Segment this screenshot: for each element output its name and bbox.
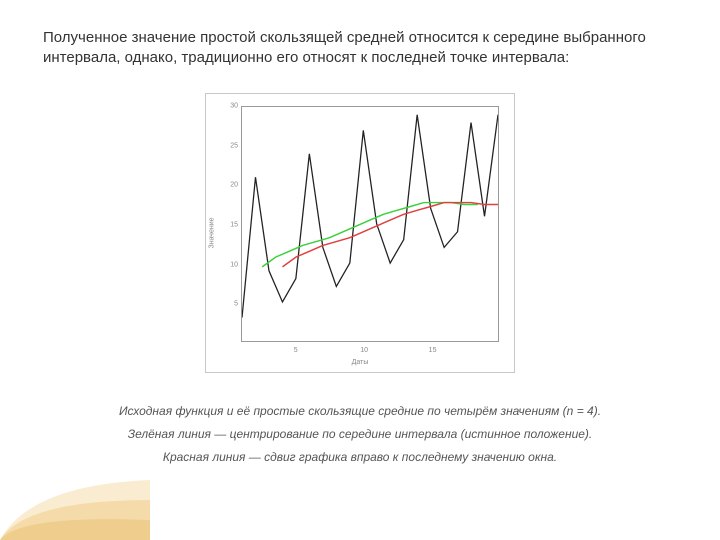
- x-axis-label: Даты: [352, 359, 369, 366]
- corner-decoration: [0, 445, 150, 540]
- series-original: [242, 115, 498, 318]
- x-tick: 15: [429, 347, 437, 354]
- y-tick: 15: [226, 222, 238, 229]
- chart-plot-area: [241, 106, 499, 342]
- paragraph-text: Полученное значение простой скользящей с…: [43, 28, 680, 69]
- x-tick: 10: [360, 347, 368, 354]
- y-tick: 10: [226, 261, 238, 268]
- caption-line-1: Исходная функция и её простые скользящие…: [0, 400, 720, 423]
- chart-container: Значение Даты 5 10 15 20 25 30 5 10 15: [205, 93, 515, 373]
- y-tick: 25: [226, 142, 238, 149]
- y-tick: 20: [226, 182, 238, 189]
- y-tick: 30: [226, 103, 238, 110]
- caption-line-2: Зелёная линия — центрирование по середин…: [0, 423, 720, 446]
- x-tick: 5: [294, 347, 298, 354]
- y-axis-label: Значение: [209, 217, 216, 248]
- chart-svg: [242, 107, 498, 341]
- y-tick: 5: [226, 301, 238, 308]
